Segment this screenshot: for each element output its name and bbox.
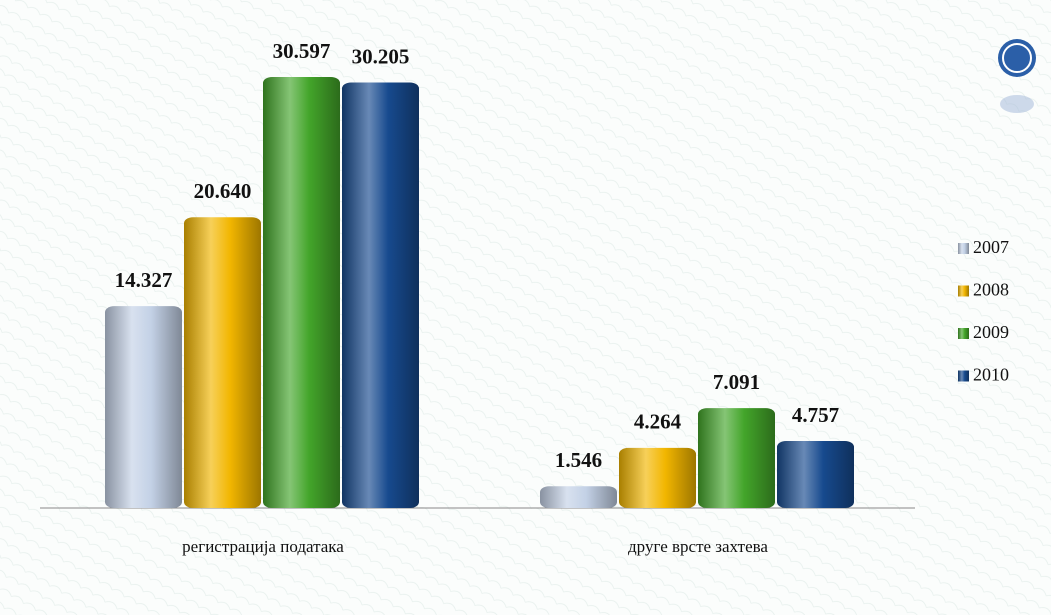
value-label: 30.597 [273,39,331,63]
legend-label: 2010 [973,365,1009,385]
value-label: 7.091 [713,370,760,394]
bar [619,447,696,508]
bar [263,77,340,508]
legend-swatch [958,285,969,297]
legend-label: 2008 [973,280,1009,300]
value-label: 20.640 [194,179,252,203]
x-tick-label: регистрација података [182,537,344,556]
legend-swatch [958,370,969,382]
bar [105,306,182,508]
bar [184,217,261,509]
legend-swatch [958,243,969,254]
value-label: 4.264 [634,410,682,434]
bar [698,408,775,508]
bar [540,486,617,508]
logo [998,39,1036,113]
value-label: 1.546 [555,448,602,472]
legend-label: 2007 [973,237,1009,257]
bar [777,440,854,508]
value-label: 14.327 [115,268,173,292]
bar [342,82,419,508]
value-label: 4.757 [792,403,839,427]
value-label: 30.205 [352,44,410,68]
x-tick-label: друге врсте захтева [628,537,768,556]
legend-swatch [958,328,969,339]
legend-label: 2009 [973,322,1009,342]
